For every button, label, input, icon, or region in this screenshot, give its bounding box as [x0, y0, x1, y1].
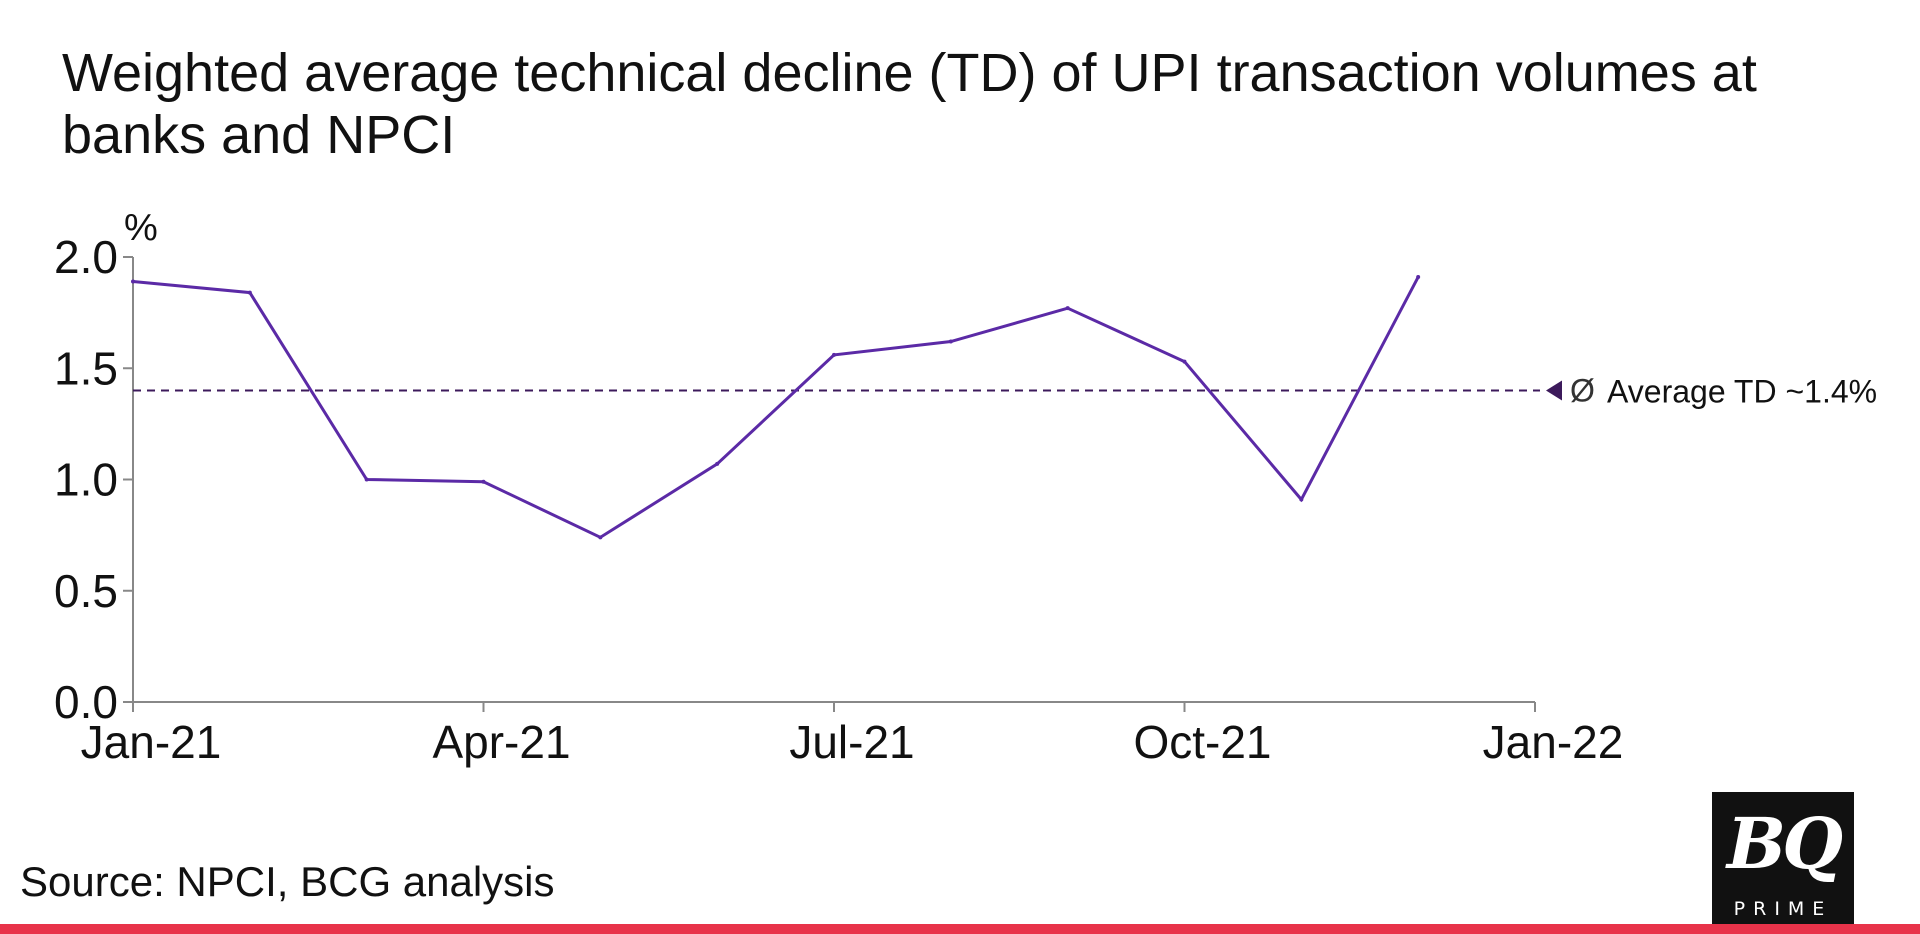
x-tick-label: Apr-21 [432, 716, 570, 768]
x-tick-label: Jul-21 [789, 716, 914, 768]
footer-accent-bar [0, 924, 1920, 934]
series-group [131, 275, 1421, 540]
data-point-Feb-21 [247, 290, 252, 295]
average-marker-icon [1546, 380, 1562, 401]
ticks: 0.0 0.5 1.0 1.5 2.0 Jan-21 Apr-21 Jul-21 Oct-21 J… [54, 231, 1623, 768]
data-point-Sep-21 [1065, 306, 1070, 311]
series-line [132, 276, 1420, 540]
x-tick-label: Oct-21 [1133, 716, 1271, 768]
source-note: Source: NPCI, BCG analysis [20, 858, 555, 905]
y-tick-label: 0.0 [54, 676, 118, 728]
x-tick-label: Jan-22 [1483, 716, 1624, 768]
logo-subtitle: PRIME [1733, 898, 1833, 920]
y-tick-label: 1.5 [54, 342, 118, 394]
y-axis-unit-label: % [124, 207, 158, 249]
y-tick-label: 2.0 [54, 231, 118, 283]
y-tick-label: 1.0 [54, 454, 118, 506]
data-point-Aug-21 [948, 339, 953, 344]
data-point-Mar-21 [364, 477, 369, 482]
data-point-Jan-21 [131, 279, 135, 284]
logo-mark: BQ [1726, 802, 1843, 885]
y-tick-label: 0.5 [54, 565, 118, 617]
data-point-Nov-21 [1299, 497, 1304, 502]
x-tick-label: Jan-21 [81, 716, 222, 768]
bq-prime-logo: BQ PRIME [1712, 792, 1854, 934]
data-point-Oct-21 [1182, 359, 1187, 364]
average-line-group: Ø Average TD ~1.4% [133, 373, 1877, 410]
data-point-Dec-21 [1416, 275, 1421, 280]
data-point-Jun-21 [715, 461, 720, 466]
chart-title: Weighted average technical decline (TD) … [62, 43, 1757, 165]
average-td-label: Average TD ~1.4% [1607, 374, 1877, 410]
average-symbol: Ø [1570, 373, 1595, 409]
data-point-Apr-21 [481, 479, 486, 484]
data-point-May-21 [598, 535, 603, 540]
data-point-Jul-21 [832, 352, 836, 357]
